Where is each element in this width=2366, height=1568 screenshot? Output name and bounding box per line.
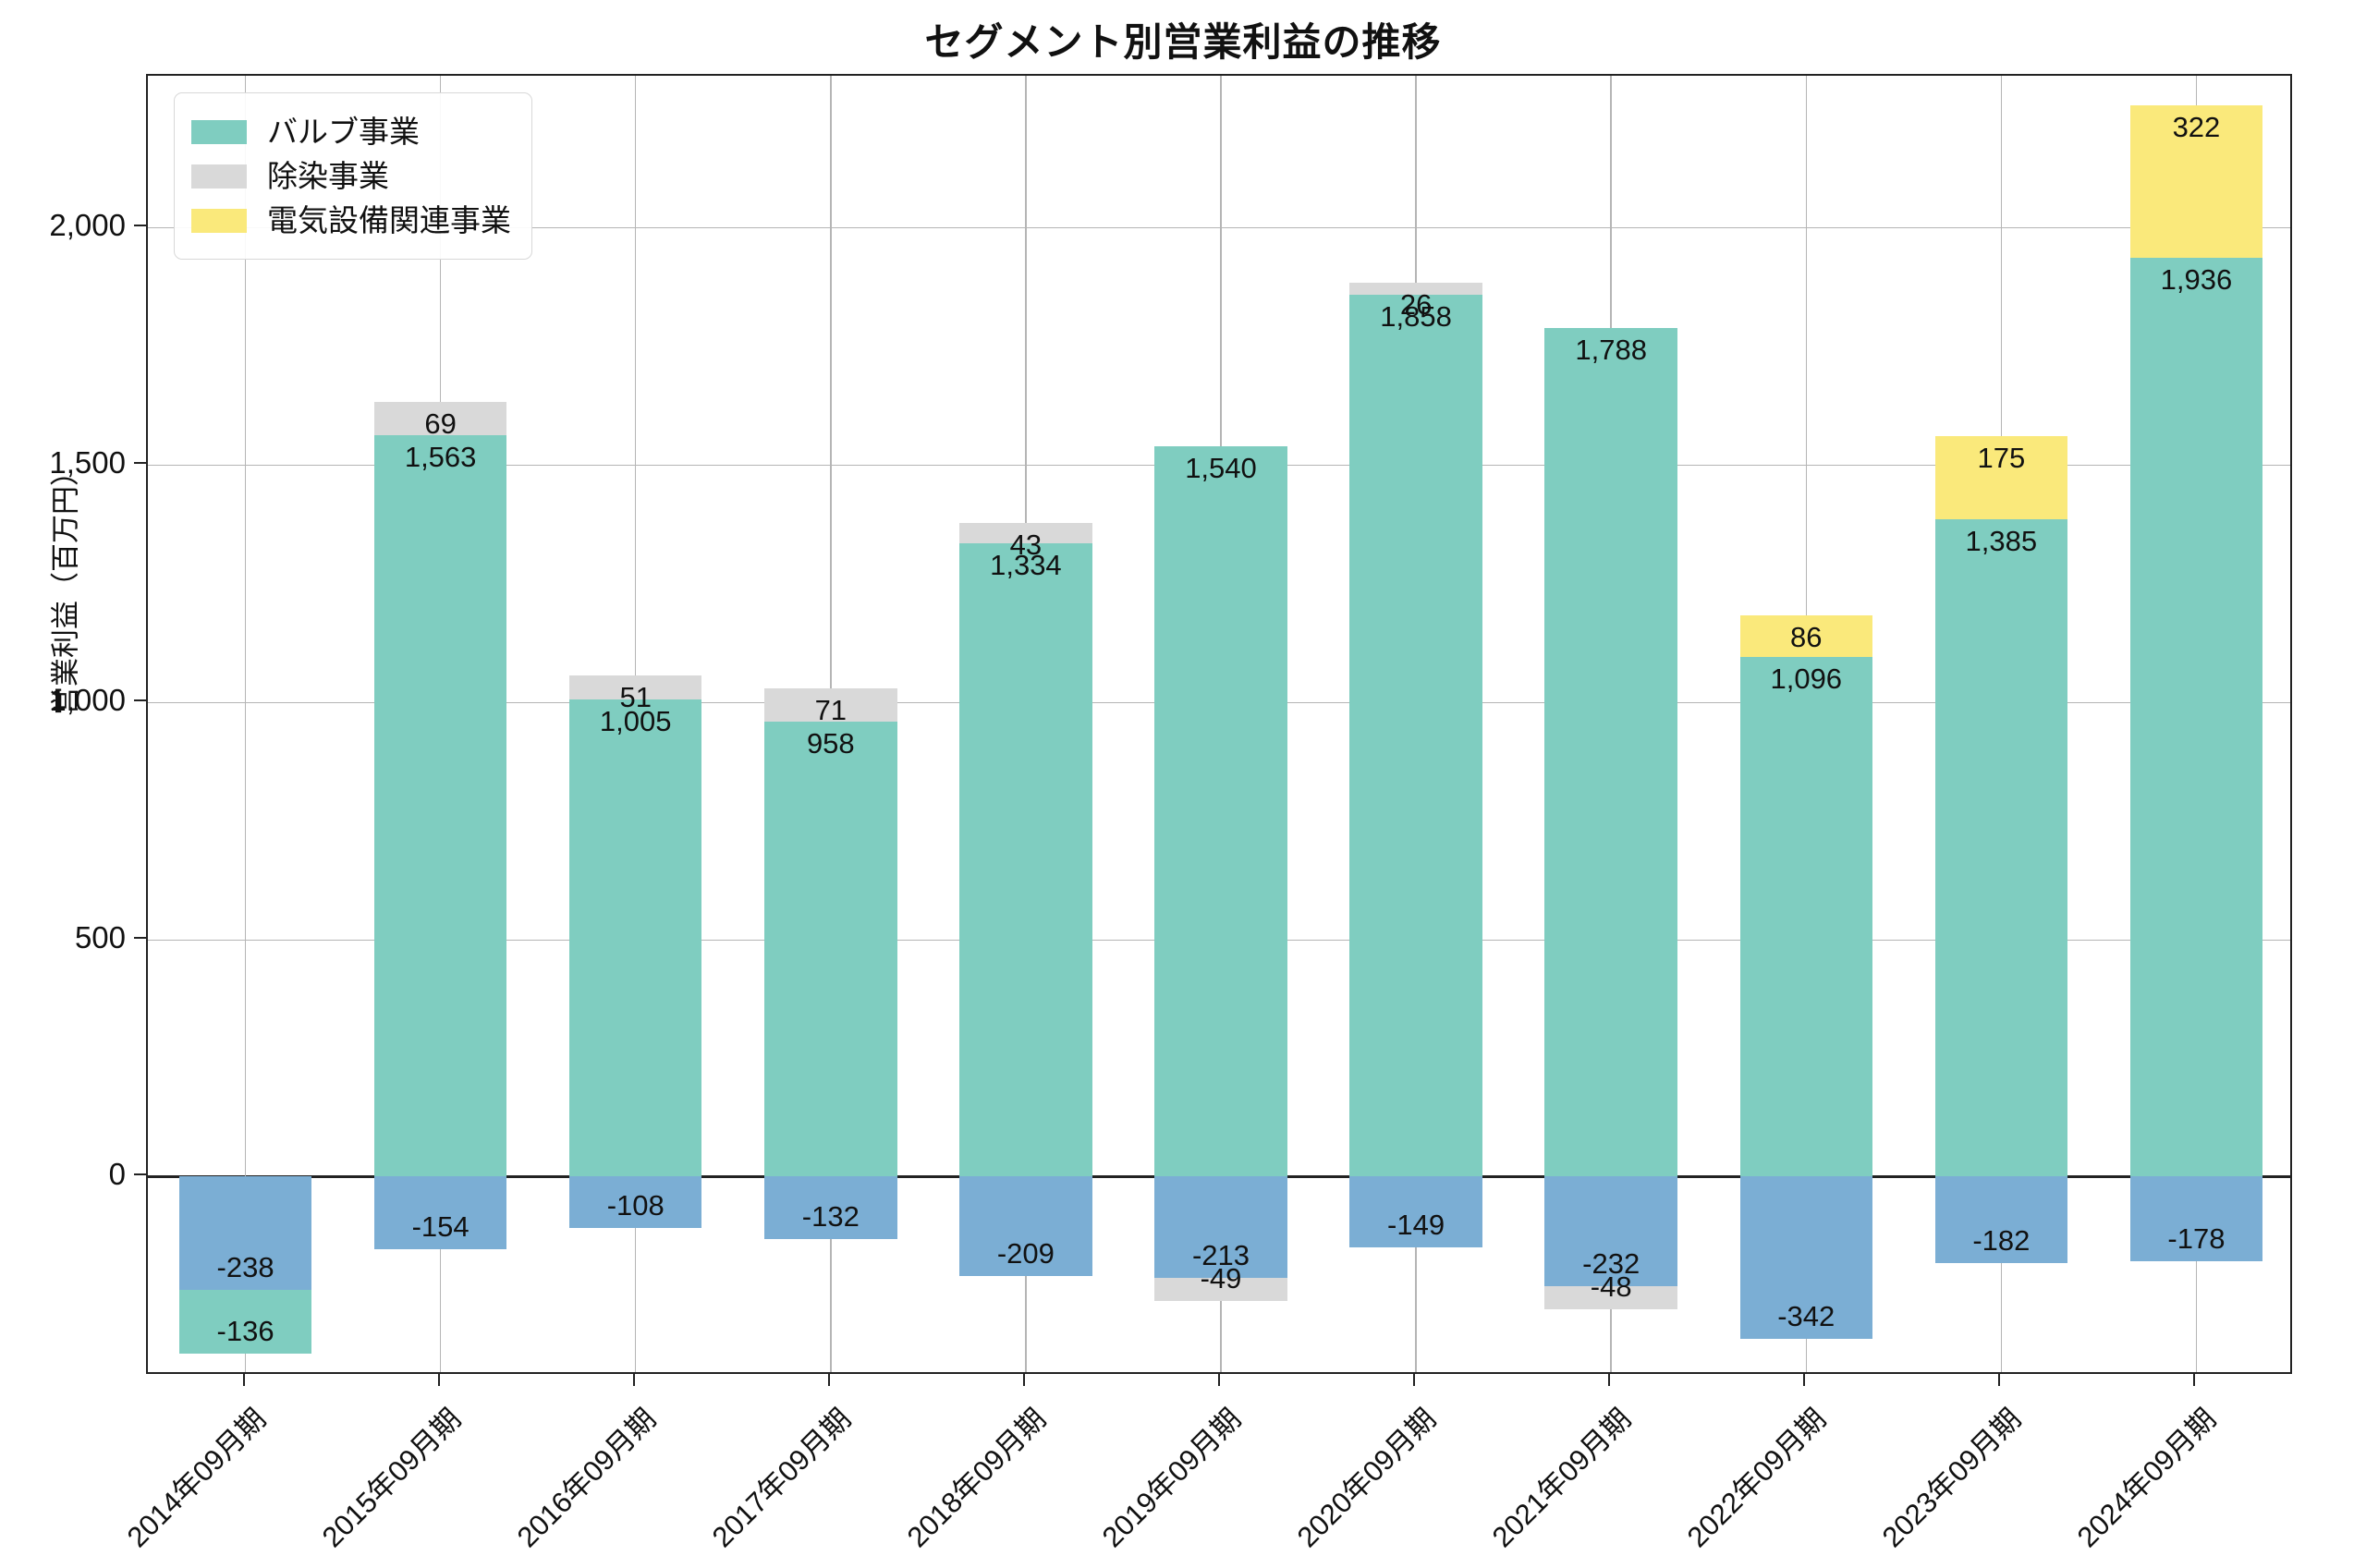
bar-segment[interactable]	[373, 434, 507, 1177]
x-tick-mark	[242, 1374, 245, 1386]
legend-swatch-icon	[191, 208, 247, 233]
bar-segment[interactable]	[1934, 436, 2068, 520]
legend-item[interactable]: 電気設備関連事業	[191, 200, 511, 241]
bar-segment[interactable]	[568, 699, 702, 1177]
x-tick-label: 2023年09月期	[1876, 1402, 2028, 1554]
x-tick-mark	[437, 1374, 440, 1386]
y-tick-label: 500	[74, 919, 126, 954]
y-tick-label: 0	[108, 1157, 126, 1192]
x-tick-label: 2014年09月期	[120, 1402, 272, 1554]
gridline-vertical	[244, 76, 247, 1372]
bar-segment[interactable]	[1349, 1176, 1482, 1247]
bar-segment[interactable]	[1739, 656, 1873, 1177]
gridline-horizontal	[148, 227, 2290, 229]
x-tick-mark	[632, 1374, 635, 1386]
x-tick-label: 2020年09月期	[1290, 1402, 1443, 1554]
y-axis-label: 営業利益（百万円）	[49, 457, 82, 715]
y-tick-label: 2,000	[49, 208, 126, 243]
plot-area: -238 -136 1,563 69 -154 1,005 51 -108 958 71 -132 1…	[146, 74, 2292, 1374]
x-tick-label: 2024年09月期	[2071, 1402, 2223, 1554]
bar-segment[interactable]	[2129, 104, 2263, 259]
legend-swatch-icon	[191, 119, 247, 144]
y-tick-mark	[134, 699, 146, 701]
bar-segment[interactable]	[1154, 445, 1287, 1177]
bar-segment[interactable]	[1739, 615, 1873, 657]
plot-inner: -238 -136 1,563 69 -154 1,005 51 -108 958 71 -132 1…	[148, 76, 2290, 1372]
bar-segment[interactable]	[178, 1176, 312, 1290]
bar-segment[interactable]	[764, 1176, 897, 1240]
bar-segment[interactable]	[178, 1289, 312, 1355]
x-tick-mark	[1998, 1374, 2001, 1386]
bar-segment[interactable]	[568, 675, 702, 700]
bar-segment[interactable]	[959, 523, 1092, 544]
legend-item[interactable]: バルブ事業	[191, 111, 511, 152]
legend-label: バルブ事業	[267, 115, 420, 149]
bar-segment[interactable]	[1544, 1286, 1677, 1310]
x-tick-label: 2022年09月期	[1681, 1402, 1833, 1554]
bar-segment[interactable]	[1934, 1176, 2068, 1263]
bar-segment[interactable]	[1154, 1176, 1287, 1278]
y-tick-label: 1,000	[49, 682, 126, 717]
bar-segment[interactable]	[373, 1176, 507, 1250]
bar-segment[interactable]	[2129, 258, 2263, 1177]
bar-segment[interactable]	[1934, 519, 2068, 1177]
x-tick-label: 2015年09月期	[315, 1402, 468, 1554]
x-tick-label: 2016年09月期	[510, 1402, 663, 1554]
y-tick-mark	[134, 225, 146, 227]
bar-segment[interactable]	[764, 722, 897, 1177]
x-tick-mark	[1022, 1374, 1025, 1386]
y-tick-mark	[134, 936, 146, 939]
bar-segment[interactable]	[1349, 282, 1482, 296]
x-tick-label: 2021年09月期	[1485, 1402, 1638, 1554]
legend-swatch-icon	[191, 164, 247, 188]
legend-label: 除染事業	[267, 159, 389, 193]
bar-segment[interactable]	[1739, 1176, 1873, 1339]
x-tick-label: 2019年09月期	[1095, 1402, 1248, 1554]
x-tick-mark	[1608, 1374, 1611, 1386]
x-tick-mark	[1413, 1374, 1416, 1386]
legend-item[interactable]: 除染事業	[191, 155, 511, 197]
y-tick-mark	[134, 462, 146, 465]
bar-segment[interactable]	[1154, 1277, 1287, 1301]
bar-segment[interactable]	[1544, 328, 1677, 1177]
y-tick-mark	[134, 1173, 146, 1176]
bar-segment[interactable]	[1544, 1176, 1677, 1287]
bar-segment[interactable]	[568, 1176, 702, 1228]
x-tick-mark	[827, 1374, 830, 1386]
bar-segment[interactable]	[1349, 295, 1482, 1177]
bar-segment[interactable]	[373, 402, 507, 435]
legend-label: 電気設備関連事業	[267, 203, 511, 237]
x-tick-label: 2017年09月期	[705, 1402, 858, 1554]
x-tick-mark	[1803, 1374, 1806, 1386]
x-tick-mark	[1218, 1374, 1220, 1386]
bar-segment[interactable]	[959, 543, 1092, 1177]
bar-segment[interactable]	[2129, 1176, 2263, 1261]
bar-segment[interactable]	[959, 1176, 1092, 1276]
y-tick-label: 1,500	[49, 445, 126, 480]
chart-legend: バルブ事業除染事業電気設備関連事業	[174, 92, 532, 260]
x-tick-mark	[2193, 1374, 2196, 1386]
chart-title: セグメント別営業利益の推移	[924, 20, 1442, 64]
bar-segment[interactable]	[764, 687, 897, 723]
x-tick-label: 2018年09月期	[900, 1402, 1053, 1554]
